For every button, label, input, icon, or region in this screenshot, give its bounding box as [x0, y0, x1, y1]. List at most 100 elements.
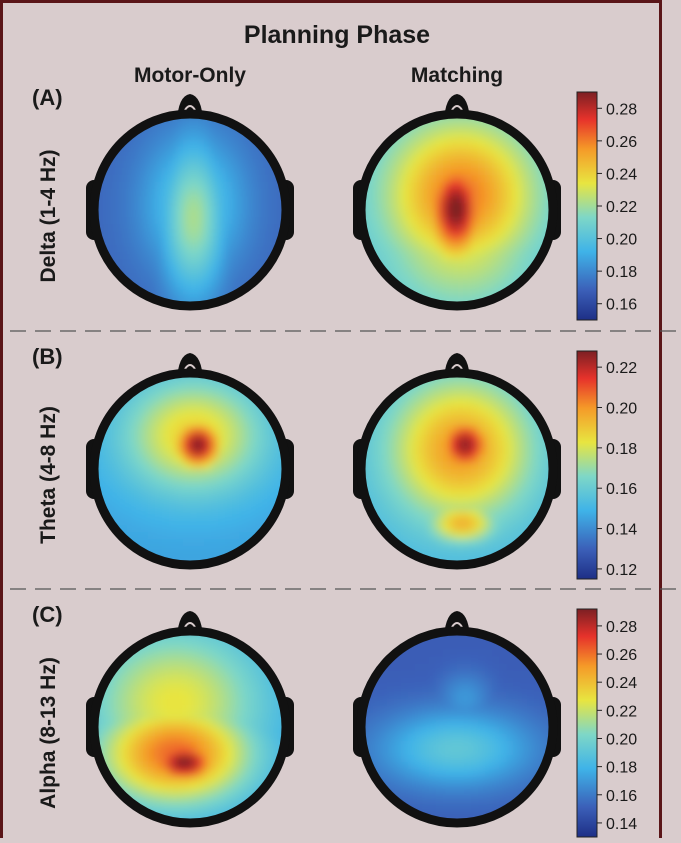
topomap-cell [176, 161, 184, 169]
topomap-cell [394, 525, 402, 533]
topomap-cell [485, 413, 493, 421]
topomap-cell [478, 259, 486, 267]
topomap-cell [464, 518, 472, 526]
topomap-cell [387, 406, 395, 414]
topomap-cell [218, 210, 226, 218]
topomap-cell [415, 217, 423, 225]
topomap-cell [211, 287, 219, 295]
topomap-cell [246, 448, 254, 456]
topomap-cell [485, 147, 493, 155]
topomap-cell [422, 441, 430, 449]
topomap-cell [436, 252, 444, 260]
topomap-cell [141, 671, 149, 679]
topomap-cell [429, 266, 437, 274]
topomap-cell [436, 196, 444, 204]
topomap-cell [176, 420, 184, 428]
topomap-cell [127, 497, 135, 505]
topomap-cell [527, 224, 535, 232]
topomap-cell [134, 238, 142, 246]
topomap-cell [253, 406, 261, 414]
topomap-cell [401, 783, 409, 791]
topomap-cell [183, 140, 191, 148]
topomap-cell [232, 504, 240, 512]
topomap-cell [443, 168, 451, 176]
topomap-cell [176, 692, 184, 700]
topomap-cell [169, 469, 177, 477]
topomap-cell [232, 706, 240, 714]
topomap-cell [183, 182, 191, 190]
topomap-cell [134, 720, 142, 728]
topomap-cell [225, 727, 233, 735]
topomap-cell [106, 238, 114, 246]
topomap-cell [520, 476, 528, 484]
topomap-cell [373, 699, 381, 707]
topomap-cell [204, 126, 212, 134]
topomap-cell [513, 448, 521, 456]
topomap-cell [471, 657, 479, 665]
topomap-cell [155, 203, 163, 211]
topomap-cell [204, 231, 212, 239]
topomap-cell [141, 518, 149, 526]
topomap-cell [443, 678, 451, 686]
topomap-cell [190, 525, 198, 533]
topomap-cell [380, 224, 388, 232]
topomap-cell [534, 462, 542, 470]
topomap-cell [401, 203, 409, 211]
topomap-cell [127, 273, 135, 281]
topomap-cell [513, 455, 521, 463]
topomap-cell [464, 532, 472, 540]
topomap-cell [408, 399, 416, 407]
topomap-cell [148, 126, 156, 134]
topomap-cell [464, 699, 472, 707]
topomap-cell [415, 203, 423, 211]
topomap-cell [253, 776, 261, 784]
topomap-cell [176, 245, 184, 253]
topomap-cell [274, 462, 282, 470]
topomap-cell [155, 175, 163, 183]
topomap-cell [155, 406, 163, 414]
topomap-cell [239, 448, 247, 456]
topomap-cell [478, 434, 486, 442]
topomap-cell [387, 483, 395, 491]
topomap-cell [443, 734, 451, 742]
topomap-cell [113, 713, 121, 721]
topomap-cell [485, 776, 493, 784]
topomap-cell [436, 476, 444, 484]
topomap-cell [260, 755, 268, 763]
topomap-cell [260, 699, 268, 707]
topomap-cell [506, 280, 514, 288]
topomap-cell [478, 420, 486, 428]
topomap-cell [225, 217, 233, 225]
topomap-cell [499, 504, 507, 512]
topomap-cell [506, 217, 514, 225]
topomap-cell [176, 434, 184, 442]
topomap-cell [176, 790, 184, 798]
topomap-cell [415, 245, 423, 253]
topomap-cell [218, 490, 226, 498]
topomap-cell [225, 126, 233, 134]
topomap-cell [106, 448, 114, 456]
topomap-cell [246, 664, 254, 672]
topomap-cell [394, 748, 402, 756]
topomap-cell [232, 273, 240, 281]
topomap-cell [155, 797, 163, 805]
topomap-cell [450, 406, 458, 414]
topomap-cell [401, 154, 409, 162]
topomap-cell [218, 671, 226, 679]
topomap-cell [408, 713, 416, 721]
topomap-cell [253, 448, 261, 456]
topomap-cell [211, 504, 219, 512]
topomap-cell [99, 196, 107, 204]
topomap-cell [464, 413, 472, 421]
topomap-cell [422, 161, 430, 169]
topomap-cell [134, 154, 142, 162]
topomap-cell [176, 755, 184, 763]
topomap-cell [141, 776, 149, 784]
topomap-cell [380, 762, 388, 770]
topomap-cell [134, 280, 142, 288]
topomap-cell [415, 434, 423, 442]
topomap-cell [478, 273, 486, 281]
topomap-cell [155, 762, 163, 770]
topomap-cell [190, 811, 198, 819]
topomap-cell [141, 755, 149, 763]
